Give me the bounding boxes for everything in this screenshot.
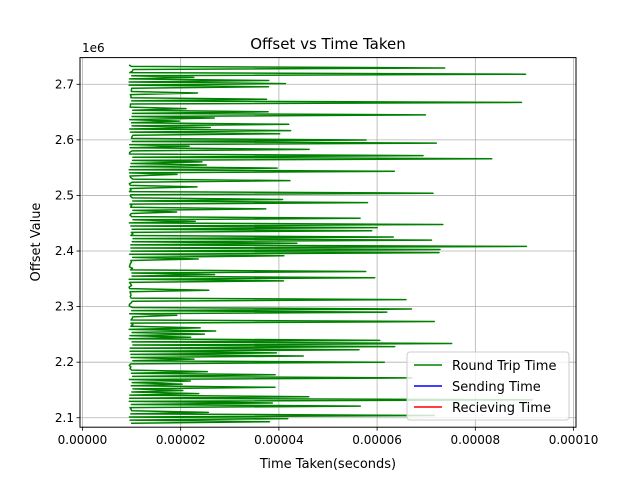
legend-label-sending-time: Sending Time: [452, 380, 541, 395]
x-axis-label: Time Taken(seconds): [259, 457, 396, 472]
plot-frame: [79, 57, 577, 428]
y-tick-label: 2.4: [55, 244, 74, 258]
x-tick-label: 0.00006: [352, 433, 402, 447]
x-ticks: 0.00000 0.00002 0.00004 0.00006 0.00008 0.000…: [58, 427, 599, 447]
y-tick-label: 2.6: [55, 133, 74, 147]
y-tick-label: 2.1: [55, 411, 74, 425]
x-tick-label: 0.00010: [549, 433, 599, 447]
legend: Round Trip Time Sending Time Recieving T…: [406, 351, 570, 421]
x-tick-label: 0.00000: [58, 433, 108, 447]
chart-title: Offset vs Time Taken: [250, 35, 406, 53]
grid: [80, 57, 576, 428]
y-tick-label: 2.2: [55, 355, 74, 369]
x-tick-label: 0.00002: [156, 433, 206, 447]
y-tick-label: 2.3: [55, 300, 74, 314]
legend-box: [406, 351, 570, 421]
y-offset-label: 1e6: [82, 41, 105, 55]
x-tick-label: 0.00004: [254, 433, 304, 447]
legend-label-round-trip-time: Round Trip Time: [452, 359, 556, 374]
x-tick-label: 0.00008: [451, 433, 501, 447]
y-tick-label: 2.5: [55, 188, 74, 202]
series-round-trip-time: [128, 64, 533, 425]
y-tick-label: 2.7: [55, 77, 74, 91]
legend-label-recieving-time: Recieving Time: [452, 401, 551, 416]
series-line-round-trip-time: [128, 64, 533, 425]
y-axis-label: Offset Value: [29, 203, 44, 282]
y-ticks: 2.1 2.2 2.3 2.4 2.5 2.6 2.7: [55, 77, 80, 425]
